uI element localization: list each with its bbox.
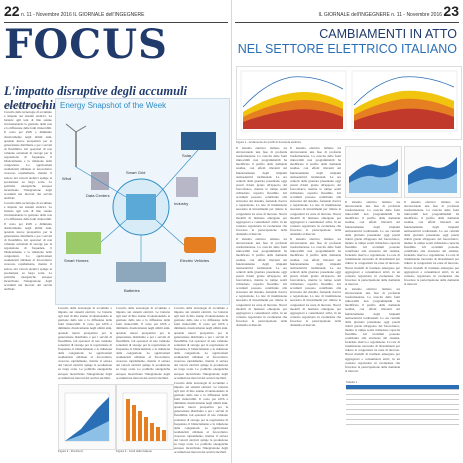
label-smart-homes: Smart Homes	[64, 258, 88, 263]
body-paragraph: Il sistema elettrico italiano sta attrav…	[404, 200, 459, 286]
left-body-column-2: Crescita delle tecnologie di accumulo e …	[58, 306, 112, 381]
left-header-rule	[4, 22, 228, 23]
table-row	[346, 394, 459, 400]
label-wind: Wind	[62, 176, 71, 181]
body-paragraph: Crescita delle tecnologie di accumulo e …	[4, 201, 52, 292]
table-row	[346, 399, 459, 405]
mini-area-chart-1	[349, 159, 398, 193]
right-body-column-4: Il sistema elettrico italiano sta attrav…	[404, 200, 459, 382]
page-gutter	[231, 0, 232, 463]
connection-lines	[75, 149, 199, 262]
label-data-centers: Data Centers	[86, 193, 110, 198]
body-paragraph: Il sistema elettrico italiano sta attrav…	[236, 146, 287, 236]
forecast-area-lower	[65, 421, 109, 441]
solar-panel-icon	[181, 132, 216, 150]
right-body-column-1: Il sistema elettrico italiano sta attrav…	[236, 146, 287, 456]
wind-turbine-icon	[65, 123, 87, 167]
right-header: IL GIORNALE dell'INGEGNERE n. 11 - Novem…	[319, 3, 459, 19]
label-electric-vehicles: Electric Vehicles	[180, 258, 209, 263]
left-header-text: n. 11 - Novembre 2016 IL GIORNALE dell'I…	[20, 12, 145, 18]
byline: di AUTORE | ESTRATTI	[4, 103, 47, 108]
forecast-chart	[64, 392, 110, 442]
left-body-column-4: Crescita delle tecnologie di accumulo e …	[174, 306, 228, 456]
right-header-rule	[235, 22, 459, 23]
infographic-title: Energy Snapshot of the Week	[60, 101, 167, 110]
label-solar: Solar	[182, 153, 192, 158]
data-center-icon	[91, 172, 109, 190]
right-title-line-2: NEL SETTORE ELETTRICO ITALIANO	[237, 42, 457, 56]
table-caption: Tabella 1	[346, 380, 358, 384]
body-paragraph: Il sistema elettrico italiano sta attrav…	[236, 237, 287, 328]
right-body-column-3: Il sistema elettrico italiano sta attrav…	[345, 200, 400, 456]
right-chart-small-1	[345, 146, 402, 198]
left-page-number: 22	[4, 3, 20, 19]
table-header-row	[346, 385, 459, 390]
left-page: 22 n. 11 - Novembre 2016 IL GIORNALE del…	[0, 0, 231, 463]
demand-profile-chart-panel	[236, 66, 462, 140]
left-body-column-1: Crescita delle tecnologie di accumulo e …	[4, 110, 52, 455]
body-paragraph: Crescita delle tecnologie di accumulo e …	[174, 380, 228, 455]
smart-home-icon	[66, 232, 101, 254]
label-smart-grid: Smart Grid	[126, 170, 145, 175]
hub-building	[126, 194, 156, 220]
body-paragraph: Il sistema elettrico italiano sta attrav…	[345, 200, 400, 286]
right-page: IL GIORNALE dell'INGEGNERE n. 11 - Novem…	[232, 0, 463, 463]
right-page-number: 23	[443, 3, 459, 19]
chart-caption-2: Figura 3 - Costi delle batterie	[116, 449, 152, 453]
label-batteries: Batteries	[124, 288, 140, 293]
demand-chart-2	[351, 70, 458, 132]
left-chart-2	[116, 384, 174, 450]
table-row	[346, 404, 459, 410]
right-body-column-2: Il sistema elettrico italiano sta attrav…	[290, 146, 341, 456]
right-title: CAMBIAMENTI IN ATTO NEL SETTORE ELETTRIC…	[238, 27, 457, 57]
left-header: 22 n. 11 - Novembre 2016 IL GIORNALE del…	[4, 3, 144, 19]
body-paragraph: Il sistema elettrico italiano sta attrav…	[290, 237, 341, 328]
battery-storage-icon	[116, 262, 166, 282]
demand-chart-1	[240, 70, 347, 132]
chart-caption-1: Figura 2 - Previsioni	[58, 449, 83, 453]
body-paragraph: Crescita delle tecnologie di accumulo e …	[4, 110, 52, 200]
right-title-line-1: CAMBIAMENTI IN ATTO	[319, 27, 457, 41]
table-row	[346, 409, 459, 415]
mini-area-chart-2	[408, 157, 457, 193]
left-body-column-3: Crescita delle tecnologie di accumulo e …	[116, 306, 170, 381]
label-industry: Industry	[174, 201, 188, 206]
table-row	[346, 414, 459, 420]
demand-chart-caption: Figura 1 - Andamento dei profili di doma…	[236, 140, 301, 144]
energy-infographic: Wind Solar Smart Homes Electric Vehicles…	[62, 123, 216, 293]
demand-profile-charts	[240, 70, 458, 132]
industry-icon	[176, 177, 198, 197]
body-paragraph: Il sistema elettrico italiano sta attrav…	[290, 146, 341, 236]
cost-bars	[126, 399, 166, 441]
right-chart-small-2	[404, 146, 461, 198]
body-paragraph: Il sistema elettrico italiano sta attrav…	[345, 286, 400, 373]
body-paragraph: Crescita delle tecnologie di accumulo e …	[174, 306, 228, 380]
electric-vehicle-icon	[184, 237, 216, 253]
table-row	[346, 419, 459, 425]
section-title: FOCUS	[4, 21, 168, 68]
body-paragraph: Crescita delle tecnologie di accumulo e …	[116, 306, 170, 380]
left-chart-1	[58, 384, 116, 450]
right-header-text: IL GIORNALE dell'INGEGNERE n. 11 - Novem…	[318, 12, 443, 18]
battery-cost-chart	[122, 392, 168, 442]
table-row	[346, 389, 459, 395]
body-paragraph: Crescita delle tecnologie di accumulo e …	[58, 306, 112, 380]
data-table	[346, 385, 459, 425]
